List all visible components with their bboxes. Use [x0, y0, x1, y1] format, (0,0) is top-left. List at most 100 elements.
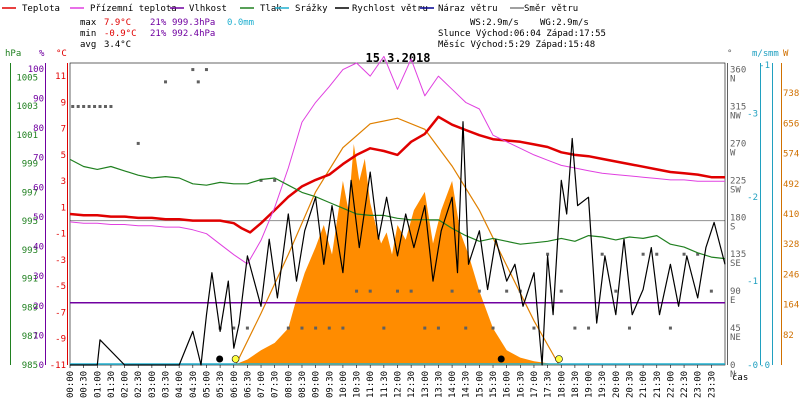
tick-time: 11:30: [380, 371, 390, 398]
tick-time: 00:00: [66, 371, 76, 398]
tick-time: 13:30: [434, 371, 444, 398]
tick-time: 03:30: [162, 371, 172, 398]
stats-min-press: 992.4hPa: [172, 29, 215, 39]
tick-deg: 0: [730, 361, 735, 371]
tick-deg: 90: [730, 287, 741, 297]
legend-label-smer: Směr větru: [524, 4, 578, 14]
stats-ws: WS:2.9m/s: [470, 18, 519, 28]
tick-temp: -9: [55, 335, 66, 345]
stats-block: max 7.9°C 21% 999.3hPa 0.0mm min -0.9°C …: [80, 18, 606, 50]
tick-percent: 60: [33, 183, 44, 193]
moonrise-marker: [216, 355, 224, 363]
tick-deg-dir: W: [730, 148, 736, 158]
moonset-marker: [497, 355, 505, 363]
sunset-marker: [555, 355, 563, 363]
tick-hpa: 993: [22, 246, 38, 256]
stats-min-label: min: [80, 29, 96, 39]
tick-deg: 135: [730, 250, 746, 260]
wind-direction-point: [191, 68, 195, 72]
wind-direction-point: [136, 141, 140, 145]
tick-time: 14:00: [448, 371, 458, 398]
legend-label-srazky: Srážky: [295, 4, 328, 14]
tick-ms: -1: [747, 277, 758, 287]
wind-direction-point: [273, 178, 277, 182]
tick-w: 410: [783, 210, 799, 220]
tick-ms: -0: [747, 361, 758, 371]
wind-direction-point: [546, 252, 550, 256]
wind-direction-point: [103, 104, 107, 108]
solar-theoretical-curve: [235, 117, 560, 366]
tick-temp: 11: [55, 72, 66, 82]
wind-direction-point: [682, 252, 686, 256]
tick-deg-dir: N: [730, 75, 735, 85]
wind-direction-point: [314, 326, 318, 330]
tick-time: 04:00: [175, 371, 185, 398]
tick-time: 07:30: [271, 371, 281, 398]
tick-temp: 5: [61, 151, 66, 161]
tick-time: 01:30: [107, 371, 117, 398]
legend-label-rychlost: Rychlost větru: [352, 4, 428, 14]
tick-percent: 70: [33, 154, 44, 164]
tick-time: 15:30: [489, 371, 499, 398]
wind-direction-point: [450, 289, 454, 293]
wind-direction-point: [491, 326, 495, 330]
wind-direction-point: [464, 326, 468, 330]
wind-direction-point: [368, 289, 372, 293]
wind-direction-point: [614, 289, 618, 293]
tick-time: 05:00: [202, 371, 212, 398]
tick-time: 09:00: [312, 371, 322, 398]
tick-deg-dir: E: [730, 296, 735, 306]
tick-mm: -0: [759, 361, 770, 371]
stats-moon: Měsíc Východ:5:29 Západ:15:48: [438, 40, 595, 50]
wind-direction-point: [477, 289, 481, 293]
stats-max-hum: 21%: [150, 18, 167, 28]
stats-sun: Slunce Východ:06:04 Západ:17:55: [438, 29, 606, 39]
tick-ms: -3: [747, 109, 758, 119]
axis-unit-w: W: [783, 49, 789, 59]
tick-temp: -5: [55, 282, 66, 292]
tick-time: 21:30: [653, 371, 663, 398]
tick-time: 22:30: [680, 371, 690, 398]
tick-percent: 30: [33, 272, 44, 282]
wind-direction-point: [655, 252, 659, 256]
wind-direction-point: [164, 80, 168, 84]
tick-time: 15:00: [475, 371, 485, 398]
plot-series: [69, 55, 726, 366]
wind-direction-point: [245, 326, 249, 330]
tick-percent: 90: [33, 95, 44, 105]
wind-direction-point: [696, 252, 700, 256]
tick-w: 82: [783, 331, 794, 341]
wind-direction-point: [627, 326, 631, 330]
tick-time: 06:30: [243, 371, 253, 398]
tick-percent: 20: [33, 302, 44, 312]
tick-deg-dir: N: [730, 370, 735, 380]
tick-time: 08:00: [284, 371, 294, 398]
legend-label-tlak: Tlak: [260, 4, 282, 14]
stats-max-press: 999.3hPa: [172, 18, 215, 28]
tick-time: 11:00: [366, 371, 376, 398]
tick-time: 12:30: [407, 371, 417, 398]
wind-direction-point: [93, 104, 97, 108]
tick-percent: 100: [28, 65, 44, 75]
tick-temp: -3: [55, 256, 66, 266]
tick-time: 20:00: [612, 371, 622, 398]
tick-time: 21:00: [639, 371, 649, 398]
tick-time: 05:30: [216, 371, 226, 398]
tick-deg-dir: NE: [730, 333, 741, 343]
wind-direction-point: [409, 289, 413, 293]
stats-max-rain: 0.0mm: [227, 18, 254, 28]
tick-deg-dir: SE: [730, 259, 741, 269]
tick-time: 10:30: [353, 371, 363, 398]
tick-time: 09:30: [325, 371, 335, 398]
tick-temp: -11: [50, 361, 66, 371]
tick-deg: 360: [730, 66, 746, 76]
wind-direction-point: [587, 326, 591, 330]
wind-direction-point: [600, 252, 604, 256]
wind-direction-point: [204, 68, 208, 72]
tick-time: 02:00: [121, 371, 131, 398]
tick-time: 04:30: [189, 371, 199, 398]
wind-direction-point: [87, 104, 91, 108]
legend-label-prizemni: Přízemní teplota: [90, 4, 177, 14]
tick-time: 23:00: [694, 371, 704, 398]
tick-time: 01:00: [93, 371, 103, 398]
